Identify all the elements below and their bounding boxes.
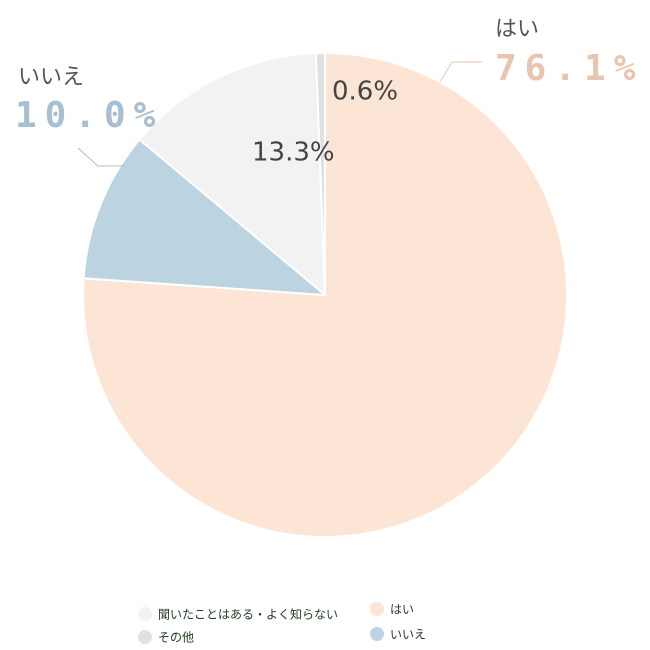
pie-slice (82, 51, 568, 538)
leader-line (77, 147, 124, 167)
slice-name: いいえ (18, 65, 84, 90)
legend-marker (138, 630, 152, 644)
leader-line (439, 61, 482, 83)
data-label: 13.3% (252, 138, 335, 168)
legend-label: はい (390, 603, 414, 617)
legend-marker (370, 602, 384, 616)
legend-label: その他 (158, 631, 194, 645)
slice-name: はい (495, 17, 539, 42)
legend-marker (370, 627, 384, 641)
data-label: 0.6% (332, 77, 398, 107)
legend-label: 聞いたことはある・よく知らない (158, 608, 338, 622)
data-label: 76.1% (495, 48, 643, 89)
pie-slice (138, 52, 327, 298)
legend-marker (138, 607, 152, 621)
legend-label: いいえ (390, 628, 426, 642)
data-label: 10.0% (15, 95, 163, 136)
pie-slice (82, 138, 329, 297)
